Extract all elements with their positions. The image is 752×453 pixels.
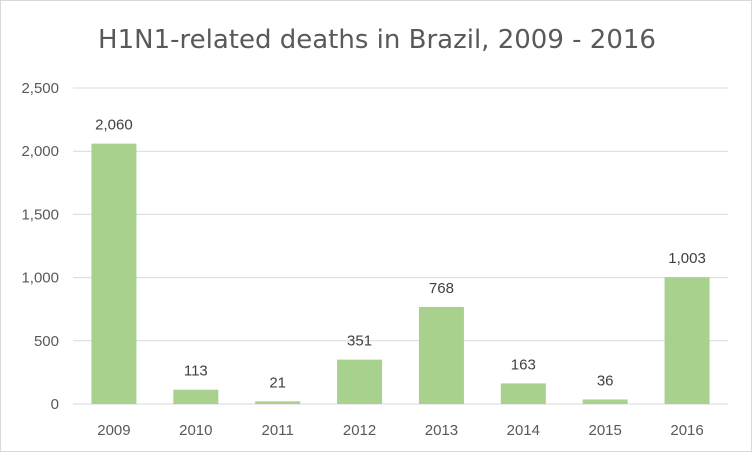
bar-2011 (255, 401, 301, 404)
data-label: 21 (269, 374, 286, 391)
y-tick-label: 1,500 (21, 206, 59, 223)
bar-2010 (173, 389, 219, 404)
x-tick-label: 2011 (262, 422, 294, 439)
x-tick-label: 2010 (179, 422, 212, 439)
x-tick-label: 2013 (425, 422, 458, 439)
y-tick-label: 2,000 (21, 143, 59, 160)
data-label: 36 (597, 372, 614, 389)
bar-2016 (664, 277, 710, 404)
y-tick-label: 1,000 (21, 270, 59, 287)
data-label: 2,060 (95, 117, 133, 134)
data-label: 113 (184, 363, 208, 380)
bar-2013 (418, 306, 464, 404)
y-tick-label: 0 (51, 396, 59, 413)
data-label: 768 (429, 280, 454, 297)
bar-2015 (582, 399, 628, 404)
x-tick-label: 2015 (589, 422, 622, 439)
chart-title: H1N1-related deaths in Brazil, 2009 - 20… (98, 25, 656, 55)
x-tick-label: 2009 (97, 422, 130, 439)
data-label: 1,003 (668, 250, 706, 267)
x-tick-label: 2016 (670, 422, 703, 439)
y-tick-label: 500 (34, 333, 59, 350)
y-tick-label: 2,500 (21, 80, 59, 97)
bar-2014 (500, 383, 546, 404)
bar-2009 (91, 143, 137, 404)
grid-layer (73, 87, 728, 405)
x-tick-label: 2012 (343, 422, 376, 439)
data-label: 351 (347, 333, 372, 350)
label-layer: 0 500 1,000 1,500 2,000 2,500 2,060 2009 113 2010… (21, 80, 705, 439)
bar-layer (91, 143, 710, 404)
data-label: 163 (511, 356, 536, 373)
bar-2012 (337, 359, 383, 404)
x-tick-label: 2014 (507, 422, 540, 439)
